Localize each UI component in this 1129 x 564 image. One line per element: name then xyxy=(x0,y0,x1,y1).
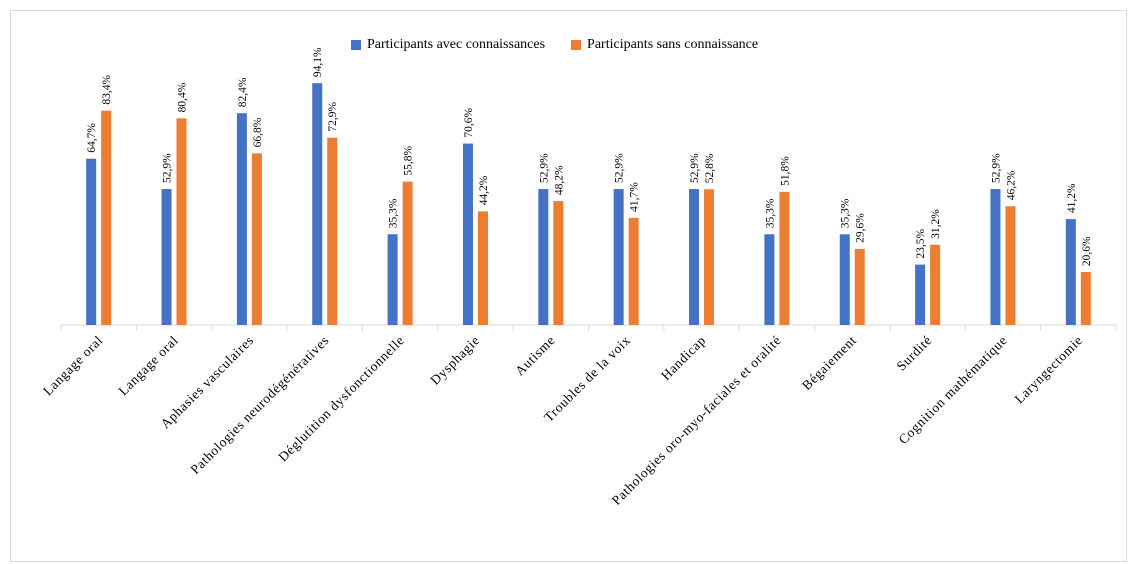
legend-swatch-avec xyxy=(351,40,361,50)
data-label-avec: 52,9% xyxy=(689,153,701,183)
x-tick-label: Pathologies oro-myo-faciales et oralité xyxy=(609,333,784,508)
data-label-sans: 46,2% xyxy=(1005,170,1017,200)
data-label-sans: 41,7% xyxy=(629,182,641,212)
bar-sans xyxy=(101,110,112,325)
data-label-sans: 29,6% xyxy=(855,213,867,243)
bar-sans xyxy=(930,244,941,325)
data-label-sans: 52,8% xyxy=(704,153,716,183)
x-tick-label: Dysphagie xyxy=(427,333,482,388)
bar-sans xyxy=(704,189,715,325)
x-tick-label: Bégaiement xyxy=(799,333,859,393)
chart-frame: Participants avec connaissances Particip… xyxy=(10,10,1127,562)
data-label-sans: 20,6% xyxy=(1081,236,1093,266)
data-label-sans: 72,9% xyxy=(327,102,339,132)
x-tick-label: Déglutition dysfonctionnelle xyxy=(275,333,407,465)
data-label-avec: 52,9% xyxy=(162,153,174,183)
bar-sans xyxy=(477,211,488,325)
data-label-sans: 44,2% xyxy=(478,175,490,205)
bar-avec xyxy=(613,189,624,325)
bar-avec xyxy=(462,143,473,325)
bar-sans xyxy=(779,191,790,325)
bar-sans xyxy=(628,217,639,325)
data-label-sans: 48,2% xyxy=(553,165,565,195)
legend-label-sans: Participants sans connaissance xyxy=(587,37,759,52)
x-tick-label: Autisme xyxy=(512,333,558,379)
data-label-avec: 52,9% xyxy=(538,153,550,183)
bar-sans xyxy=(854,248,865,325)
data-label-avec: 70,6% xyxy=(463,107,475,137)
data-label-sans: 31,2% xyxy=(930,209,942,239)
bar-avec xyxy=(387,234,398,325)
data-label-sans: 51,8% xyxy=(779,156,791,186)
bar-avec xyxy=(312,83,323,326)
bar-sans xyxy=(251,153,262,325)
data-label-avec: 64,7% xyxy=(86,123,98,153)
bar-sans xyxy=(402,181,413,325)
x-tick-label: Langage oral xyxy=(115,333,181,399)
bar-avec xyxy=(764,234,775,325)
bar-avec xyxy=(86,158,97,325)
bar-avec xyxy=(990,189,1001,325)
x-tick-label: Pathologies neurodégénératives xyxy=(187,333,331,477)
data-label-avec: 23,5% xyxy=(915,228,927,258)
data-label-avec: 94,1% xyxy=(312,47,324,77)
legend-item-avec: Participants avec connaissances xyxy=(351,37,545,53)
bar-chart: 64,7% 83,4% Langage oral 52,9% 80,4% Langage … xyxy=(40,47,1117,508)
legend-item-sans: Participants sans connaissance xyxy=(571,37,758,53)
bar-avec xyxy=(915,264,926,325)
bar-sans xyxy=(327,137,338,325)
bar-avec xyxy=(236,113,247,326)
legend-swatch-sans xyxy=(571,40,582,50)
data-label-avec: 35,3% xyxy=(840,198,852,228)
data-label-avec: 52,9% xyxy=(614,153,626,183)
bar-sans xyxy=(1005,206,1016,325)
bar-sans xyxy=(176,118,187,325)
x-tick-label: Surdité xyxy=(894,333,935,374)
data-label-sans: 66,8% xyxy=(252,117,264,147)
bar-avec xyxy=(161,189,172,325)
data-label-avec: 35,3% xyxy=(764,198,776,228)
x-tick-label: Laryngectomie xyxy=(1012,333,1086,407)
data-label-avec: 41,2% xyxy=(1066,183,1078,213)
data-label-avec: 82,4% xyxy=(237,77,249,107)
data-label-sans: 83,4% xyxy=(101,75,113,105)
bar-avec xyxy=(1065,219,1076,325)
bar-avec xyxy=(839,234,850,325)
data-label-sans: 55,8% xyxy=(403,145,415,175)
legend-label-avec: Participants avec connaissances xyxy=(367,37,546,52)
x-tick-label: Troubles de la voix xyxy=(541,333,633,425)
legend: Participants avec connaissances Particip… xyxy=(351,37,758,53)
data-label-sans: 80,4% xyxy=(177,82,189,112)
data-label-avec: 35,3% xyxy=(388,198,400,228)
bar-avec xyxy=(689,189,700,325)
data-label-avec: 52,9% xyxy=(990,153,1002,183)
x-tick-label: Handicap xyxy=(658,333,709,384)
bar-sans xyxy=(1080,272,1091,325)
bar-avec xyxy=(538,189,549,325)
x-tick-label: Langage oral xyxy=(40,333,106,399)
bar-sans xyxy=(553,201,564,325)
